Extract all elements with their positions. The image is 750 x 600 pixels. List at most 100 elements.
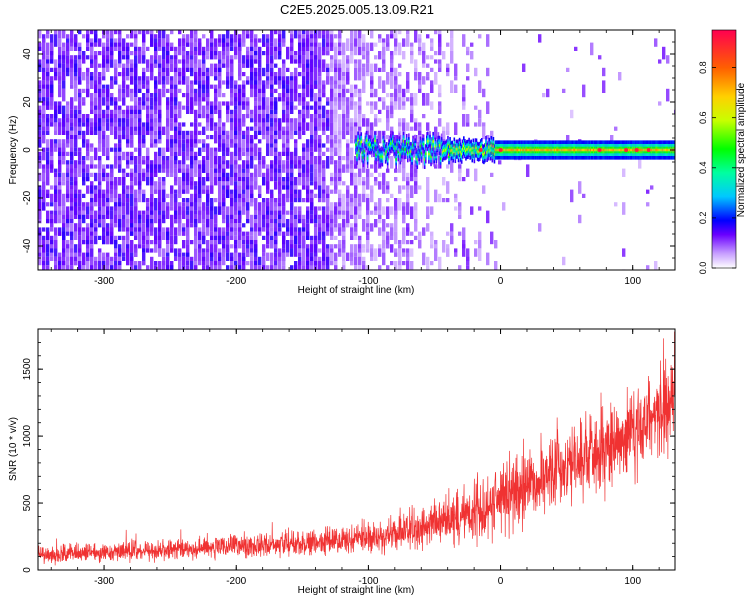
spectrogram-cell (350, 244, 354, 257)
spectrogram-cell (374, 42, 378, 47)
spectrogram-cell (194, 227, 198, 240)
spectrogram-cell (426, 34, 430, 39)
spectrogram-cell (150, 105, 154, 110)
spectrogram-cell (358, 235, 362, 240)
spectrogram-cell (474, 248, 478, 257)
signal-band-slice (661, 148, 664, 152)
spectrogram-cell (278, 219, 282, 224)
signal-band-slice (528, 148, 531, 152)
spectrogram-cell (310, 265, 314, 270)
spectrogram-cell (282, 38, 286, 47)
spectrogram-cell (366, 177, 370, 190)
spectrogram-cell (174, 164, 178, 169)
spectrogram-cell (202, 34, 206, 39)
spectrogram-cell (178, 59, 182, 64)
spectrogram-cell (350, 139, 354, 144)
spectrogram-cell (118, 177, 122, 186)
spectrogram-cell (174, 193, 178, 207)
spectrogram-cell (358, 168, 362, 177)
signal-band-slice (369, 143, 372, 147)
spectrogram-cell (154, 261, 158, 266)
spectrogram-cell (234, 227, 238, 232)
signal-band-slice (619, 148, 622, 152)
spectrogram-cell (406, 30, 410, 35)
spectrogram-cell (222, 185, 226, 194)
spectrogram-cell (298, 227, 302, 236)
spectrogram-cell (318, 261, 322, 270)
spectrogram-cell (286, 231, 290, 236)
spectrogram-cell (194, 101, 198, 106)
spectrogram-cell (414, 185, 418, 194)
spectrogram-cell (134, 248, 138, 257)
spectrogram-cell (78, 80, 82, 85)
spectrogram-cell (130, 265, 134, 270)
spectrogram-cell (90, 130, 94, 135)
signal-band-slice (380, 154, 383, 158)
spectrogram-cell (390, 67, 394, 72)
spectrogram-cell (94, 227, 98, 232)
spectrogram-cell (322, 143, 326, 148)
spectrogram-cell (70, 231, 74, 240)
spectrogram-cell (338, 143, 342, 148)
spectrogram-cell (266, 105, 270, 119)
spectrogram-cell (166, 244, 170, 253)
spectrogram-cell (42, 235, 46, 240)
signal-band-slice (587, 148, 590, 152)
spectrogram-cell (306, 168, 310, 182)
spectrogram-cell (318, 185, 322, 198)
spectrogram-cell (366, 63, 370, 72)
spectrogram-cell (366, 198, 370, 211)
spectrogram-cell (78, 189, 82, 194)
spectrogram-x-label: Height of straight line (km) (298, 285, 415, 296)
spectrogram-cell (358, 248, 362, 257)
spectrogram-cell (150, 256, 154, 270)
spectrogram-cell (86, 185, 90, 194)
spectrogram-cell (150, 97, 154, 106)
spectrogram-cell (102, 59, 106, 68)
spectrogram-cell (258, 265, 262, 270)
signal-band-slice (570, 148, 573, 152)
spectrogram-cell (298, 30, 302, 35)
spectrogram-cell (210, 240, 214, 245)
spectrogram-cell (122, 206, 126, 215)
signal-band-slice (410, 150, 412, 153)
spectrogram-cell (202, 256, 206, 261)
spectrogram-cell (198, 122, 202, 127)
spectrogram-cell (242, 55, 246, 68)
spectrogram-cell (210, 198, 214, 211)
spectrogram-cell (206, 76, 210, 85)
spectrogram-cell (234, 214, 238, 219)
spectrogram-cell (206, 210, 210, 215)
spectrogram-cell (354, 30, 358, 39)
spectrogram-cell (414, 122, 418, 131)
spectrogram-cell (270, 97, 274, 106)
spectrogram-cell (170, 206, 174, 211)
spectrogram-cell (118, 139, 122, 144)
spectrogram-cell (126, 269, 130, 270)
spectrogram-cell (334, 34, 338, 39)
spectrogram-cell (242, 147, 246, 152)
spectrogram-cell (474, 240, 478, 245)
spectrogram-cell (370, 185, 374, 194)
spectrogram-cell (238, 261, 242, 266)
spectrogram-cell (178, 185, 182, 198)
spectrogram-cell (466, 63, 470, 72)
spectrogram-cell (242, 202, 246, 215)
spectrogram-cell (46, 256, 50, 261)
spectrogram-cell (122, 72, 126, 81)
spectrogram-cell (302, 240, 306, 249)
spectrogram-cell (106, 105, 110, 110)
spectrogram-cell (154, 269, 158, 270)
spectrogram-cell (58, 231, 62, 236)
spectrogram-cell (62, 248, 66, 257)
spectrogram-cell (194, 193, 198, 198)
spectrogram-cell (194, 38, 198, 43)
spectrogram-cell (334, 185, 338, 190)
spectrogram-cell (102, 219, 106, 232)
spectrogram-cell (386, 181, 390, 186)
spectrogram-cell (206, 240, 210, 249)
spectrogram-cell (210, 63, 214, 77)
spectrogram-cell (146, 206, 150, 215)
spectrogram-cell (146, 177, 150, 186)
spectrogram-cell (166, 160, 170, 173)
